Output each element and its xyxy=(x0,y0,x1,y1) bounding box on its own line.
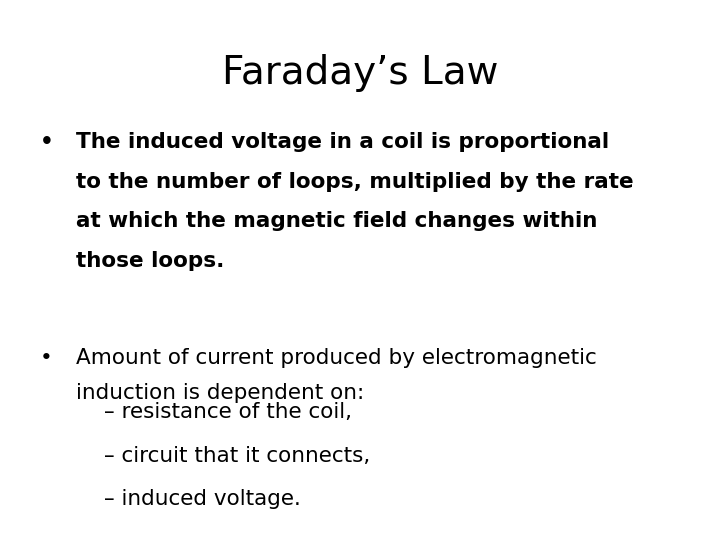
Text: Faraday’s Law: Faraday’s Law xyxy=(222,54,498,92)
Text: Amount of current produced by electromagnetic: Amount of current produced by electromag… xyxy=(76,348,596,368)
Text: those loops.: those loops. xyxy=(76,251,224,271)
Text: – circuit that it connects,: – circuit that it connects, xyxy=(104,446,371,465)
Text: •: • xyxy=(40,348,53,368)
Text: •: • xyxy=(40,132,53,152)
Text: – resistance of the coil,: – resistance of the coil, xyxy=(104,402,352,422)
Text: at which the magnetic field changes within: at which the magnetic field changes with… xyxy=(76,211,597,231)
Text: to the number of loops, multiplied by the rate: to the number of loops, multiplied by th… xyxy=(76,172,633,192)
Text: The induced voltage in a coil is proportional: The induced voltage in a coil is proport… xyxy=(76,132,608,152)
Text: induction is dependent on:: induction is dependent on: xyxy=(76,383,364,403)
Text: – induced voltage.: – induced voltage. xyxy=(104,489,301,509)
